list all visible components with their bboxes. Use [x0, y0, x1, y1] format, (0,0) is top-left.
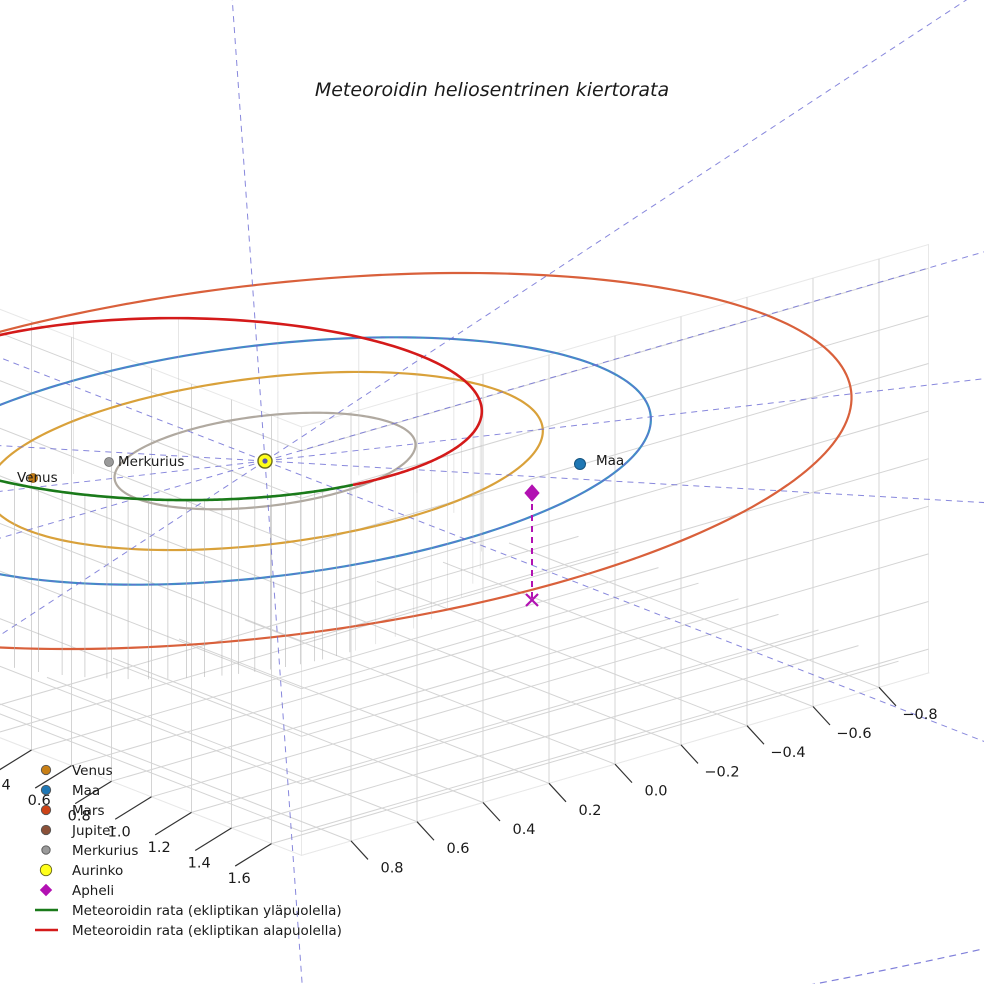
legend-item-label: Mars [72, 803, 105, 819]
orbit-path [113, 411, 417, 511]
orbit-path [0, 271, 853, 651]
ecliptic-reference-line [264, 251, 984, 462]
legend-item[interactable]: Mars [40, 803, 105, 819]
legend-item-label: Maa [72, 783, 100, 799]
merkurius-label: Merkurius [118, 454, 184, 470]
x-tick-label: 1.6 [228, 871, 251, 887]
x-tick-label: 1.2 [148, 840, 171, 856]
meteoroid-orbit-above-ecliptic [313, 483, 354, 493]
legend-item[interactable]: Venus [40, 763, 113, 779]
y-tick-label: −0.6 [836, 726, 871, 742]
ecliptic-reference-line [0, 460, 266, 636]
y-tick-label: 0.0 [644, 784, 667, 800]
legend-item[interactable]: Apheli [39, 883, 115, 899]
maa-marker [574, 458, 586, 470]
meteoroid-orbit-below-ecliptic [0, 316, 484, 487]
legend-item-label: Jupiter [71, 823, 116, 839]
legend-item-label: Aurinko [72, 863, 123, 879]
apheli-marker[interactable] [524, 484, 540, 502]
legend-item[interactable]: Meteoroidin rata (ekliptikan alapuolella… [35, 923, 342, 939]
y-tick-label: −0.4 [770, 745, 805, 761]
legend-item[interactable]: Aurinko [39, 863, 123, 879]
venus-label: Venus [17, 470, 58, 486]
y-tick-label: −0.8 [902, 707, 937, 723]
venus-marker [28, 473, 38, 483]
ecliptic-reference-line [231, 0, 266, 462]
ecliptic-reference-line [264, 460, 303, 984]
x-tick-label: 0.8 [68, 809, 91, 825]
legend-item[interactable]: Meteoroidin rata (ekliptikan yläpuolella… [35, 903, 342, 919]
y-tick-label: 0.6 [446, 841, 469, 857]
legend-item-label: Apheli [72, 883, 114, 899]
legend-item[interactable]: Merkurius [41, 843, 139, 859]
apheli-floor-marker [525, 593, 539, 607]
legend[interactable]: Venus Maa Mars Jupiter Merkurius Aurinko Aphel… [28, 758, 388, 958]
meteoroid-orbit-above-ecliptic [0, 479, 316, 502]
x-tick-label: 1.0 [108, 824, 131, 840]
page-title: Meteoroidin heliosentrinen kiertorata [315, 79, 669, 101]
x-tick-label: 0.4 [0, 777, 11, 793]
legend-item-label: Meteoroidin rata (ekliptikan yläpuolella… [72, 903, 342, 919]
merkurius-marker [104, 457, 114, 467]
legend-item-label: Venus [72, 763, 113, 779]
aurinko-marker[interactable] [257, 453, 273, 469]
y-tick-label: 0.8 [380, 860, 403, 876]
y-tick-label: 0.4 [512, 822, 535, 838]
x-tick-label: 1.4 [188, 855, 211, 871]
legend-item-label: Meteoroidin rata (ekliptikan alapuolella… [72, 923, 342, 939]
ecliptic-reference-line [264, 0, 968, 462]
y-tick-label: 0.2 [578, 803, 601, 819]
legend-item[interactable]: Maa [40, 783, 100, 799]
y-tick-label: −0.2 [704, 764, 739, 780]
maa-label: Maa [596, 453, 624, 469]
legend-item[interactable]: Jupiter [40, 823, 116, 839]
legend-item-label: Merkurius [72, 843, 138, 859]
